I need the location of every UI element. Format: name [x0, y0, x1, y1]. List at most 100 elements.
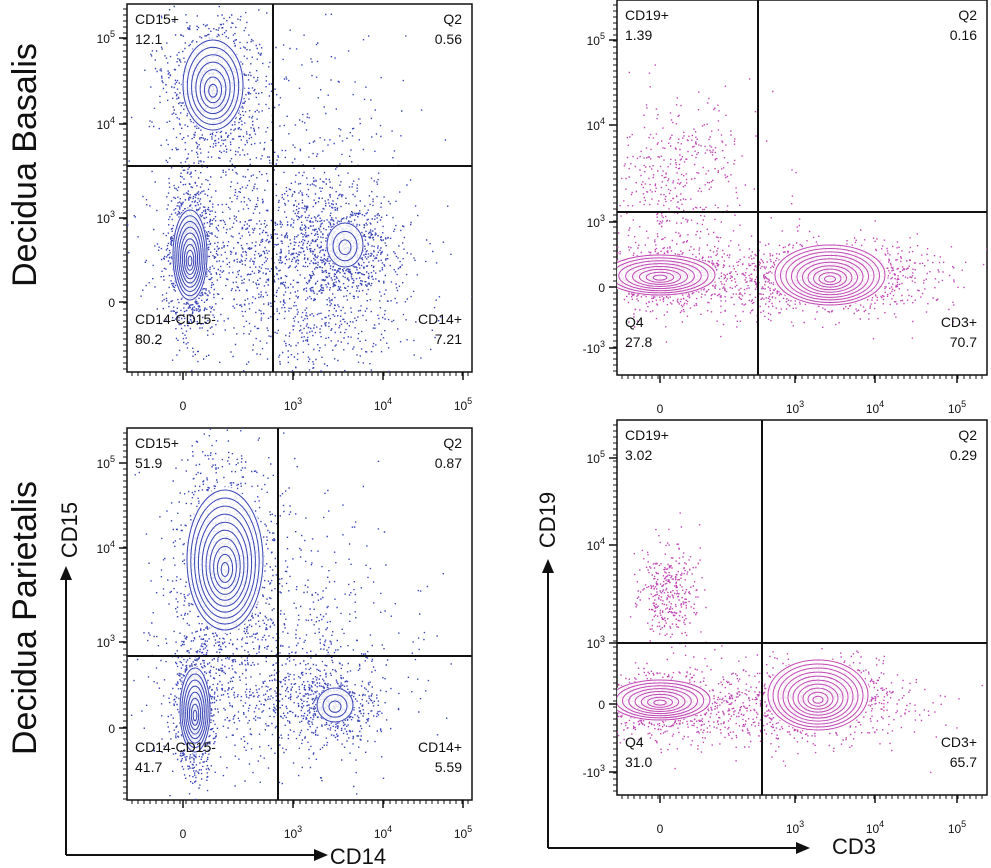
density-contours: [172, 37, 364, 303]
contour-line: [190, 703, 200, 726]
x-tick-label: 0: [180, 827, 187, 841]
y-tick-label: 104: [587, 536, 605, 553]
x-minor-ticks: [621, 795, 983, 799]
x-tick-label: 105: [454, 824, 472, 841]
contour-line: [807, 691, 829, 707]
contour-line: [190, 497, 260, 625]
contour-line: [812, 695, 824, 704]
contour-line: [213, 545, 237, 589]
contour-line: [807, 265, 853, 291]
contour-line: [824, 275, 836, 283]
contour-line: [174, 215, 206, 297]
contour-line: [634, 691, 686, 712]
panel-parietalis-cd14-cd15: CD15+ 51.9 Q2 0.87 CD14-CD15- 41.7 CD14+ 5.59 0 1…: [97, 427, 473, 841]
quadrant-name: CD19+: [625, 7, 669, 23]
y-tick-label: 103: [587, 634, 605, 651]
contour-line: [183, 244, 197, 275]
contour-line: [194, 505, 256, 619]
contour-line: [192, 709, 198, 722]
contour-line: [332, 230, 358, 262]
quadrant-percent: 27.8: [625, 334, 652, 350]
contour-line: [181, 673, 209, 749]
y-tick-label: 104: [97, 115, 115, 132]
contour-line: [322, 694, 348, 718]
density-contours: [617, 658, 871, 732]
plot-frame: [616, 419, 988, 796]
x-tick-label: 104: [374, 396, 392, 413]
contour-line: [618, 260, 702, 292]
contour-line: [216, 553, 234, 583]
y-tick-label: 103: [97, 633, 115, 650]
quadrant-name: CD3+: [941, 734, 977, 750]
contour-line: [791, 254, 869, 298]
contour-line: [813, 268, 847, 288]
contour-line: [172, 209, 208, 301]
quadrant-percent: 0.29: [950, 447, 977, 463]
quadrant-name: Q4: [625, 734, 644, 750]
quadrant-name: CD14-CD15-: [135, 311, 216, 327]
y-tick-label: 105: [97, 454, 115, 471]
y-tick-label: 104: [587, 116, 605, 133]
row-label-basalis: Decidua Basalis: [6, 43, 44, 287]
contour-line: [782, 671, 854, 722]
contour-line: [179, 667, 211, 753]
contour-line: [326, 222, 364, 268]
panel-parietalis-cd3-cd19: CD19+ 3.02 Q2 0.29 Q4 31.0 CD3+ 65.7 0 103 104 105 1…: [583, 419, 988, 836]
contour-line: [209, 537, 241, 595]
quadrant-name: CD14-CD15-: [135, 739, 216, 755]
contour-line: [617, 254, 716, 296]
quadrant-percent: 12.1: [135, 31, 162, 47]
contour-line: [185, 249, 195, 271]
contour-line: [647, 696, 673, 708]
x-tick-label: 105: [454, 396, 472, 413]
y-tick-label: -103: [583, 763, 605, 780]
contour-line: [195, 61, 231, 115]
contour-line: [622, 685, 698, 717]
y-tick-label: 103: [97, 209, 115, 226]
quadrant-name: CD3+: [941, 314, 977, 330]
contour-line: [802, 261, 858, 293]
contour-line: [181, 238, 199, 280]
contour-line: [796, 258, 864, 296]
quadrant-percent: 65.7: [950, 754, 977, 770]
contour-line: [328, 700, 342, 713]
quadrant-name: Q2: [443, 11, 462, 27]
quadrant-name: Q4: [625, 314, 644, 330]
y-tick-label: 0: [108, 722, 115, 736]
panel-basalis-cd3-cd19: CD19+ 1.39 Q2 0.16 Q4 27.8 CD3+ 70.7 0 103 104 105 1…: [583, 0, 988, 416]
contour-line: [818, 272, 842, 286]
contour-line: [774, 244, 886, 306]
panel-basalis-cd14-cd15: CD15+ 12.1 Q2 0.56 CD14-CD15- 80.2 CD14+ 7.21 0 1…: [97, 3, 473, 413]
left-x-axis-title: CD14: [330, 844, 386, 868]
y-tick-label: 104: [97, 539, 115, 556]
contour-line: [338, 239, 352, 256]
contour-line: [187, 691, 203, 735]
y-tick-label: 0: [598, 698, 605, 712]
quadrant-percent: 0.87: [435, 455, 462, 471]
left-y-axis-title: CD15: [57, 502, 82, 558]
x-tick-label: 103: [786, 399, 804, 416]
contour-line: [628, 688, 692, 715]
x-tick-label: 105: [948, 819, 966, 836]
contour-line: [652, 274, 668, 281]
quadrant-percent: 5.59: [435, 759, 462, 775]
contour-line: [653, 699, 667, 706]
contour-line: [785, 251, 875, 301]
y-tick-label: 105: [97, 29, 115, 46]
quadrant-name: CD14+: [418, 311, 462, 327]
contour-line: [772, 663, 864, 728]
x-tick-label: 104: [374, 824, 392, 841]
right-x-axis-title: CD3: [832, 834, 876, 859]
contour-line: [201, 521, 249, 607]
quadrant-name: Q2: [443, 435, 462, 451]
quadrant-name: CD19+: [625, 427, 669, 443]
contour-line: [625, 263, 695, 290]
x-tick-label: 0: [657, 822, 664, 836]
quadrant-percent: 31.0: [625, 754, 652, 770]
y-minor-ticks: [613, 4, 617, 372]
contour-line: [767, 659, 869, 731]
density-contours: [179, 486, 354, 755]
contour-line: [188, 697, 202, 731]
y-tick-label: -103: [583, 339, 605, 356]
